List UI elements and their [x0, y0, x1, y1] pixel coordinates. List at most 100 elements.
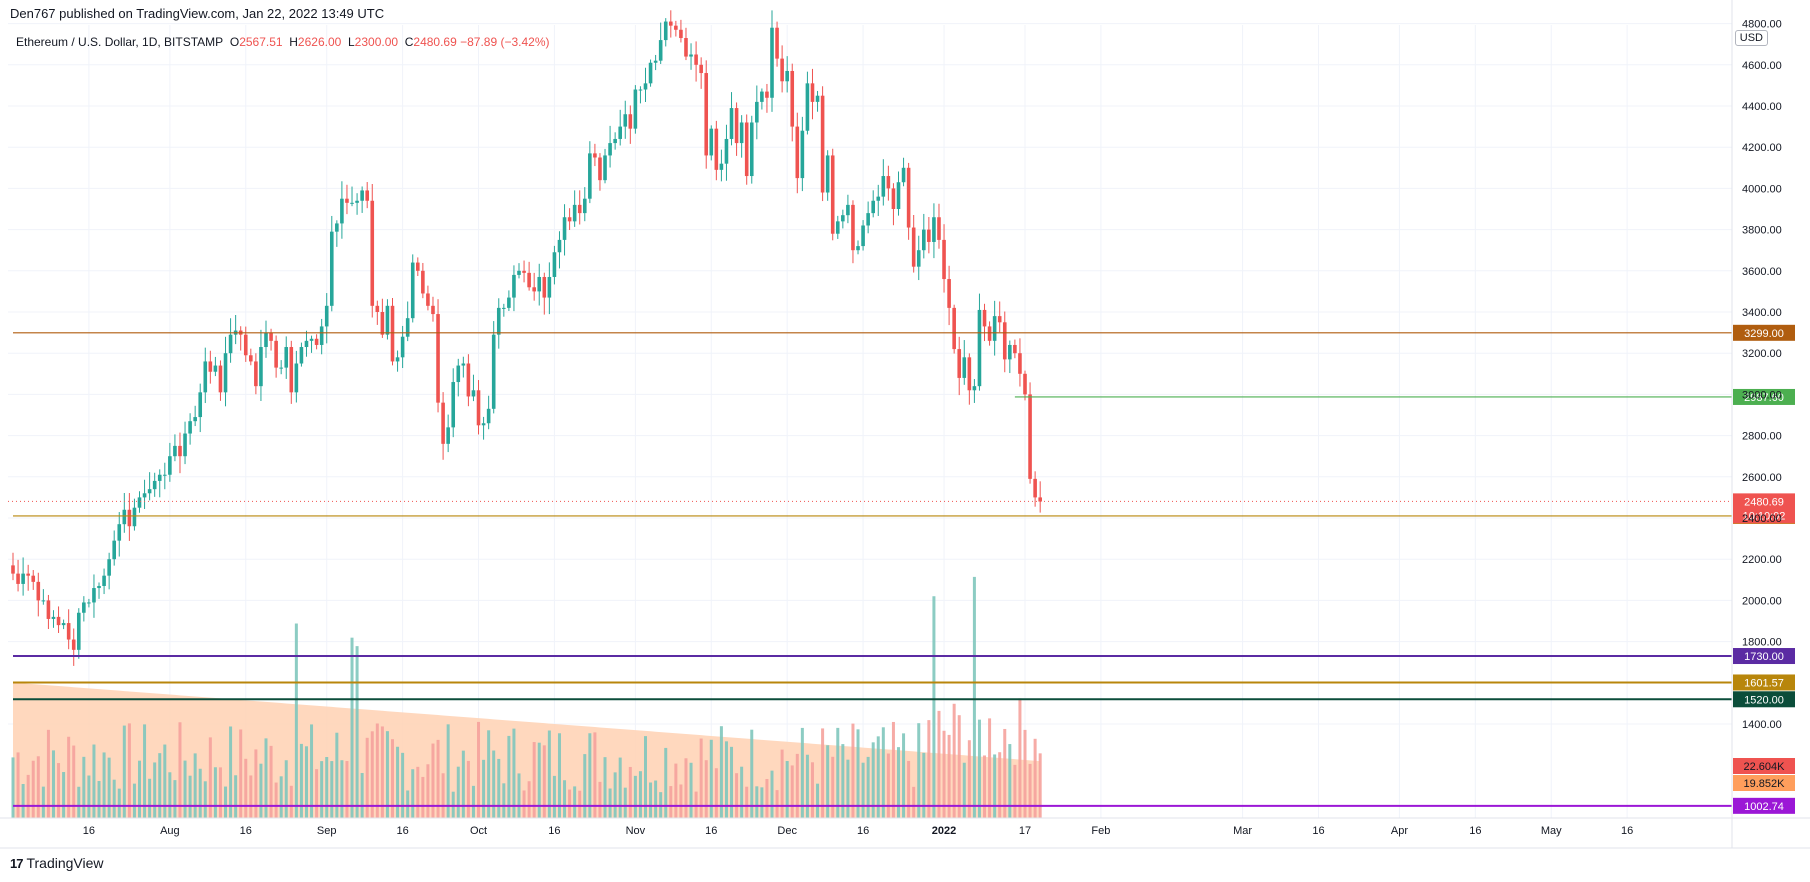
candle-body: [496, 307, 501, 335]
resistance-3299-label: 3299.00: [1744, 328, 1784, 340]
volume-bar: [578, 790, 582, 818]
candle-body: [198, 392, 203, 418]
candle-body: [112, 540, 116, 560]
volume-bar: [264, 738, 268, 818]
volume-bar: [613, 772, 617, 818]
volume-bar: [310, 724, 314, 818]
volume-bar: [760, 787, 764, 818]
candle-body: [400, 336, 405, 358]
volume-bar: [51, 750, 55, 818]
candle-body: [846, 204, 850, 216]
candle-body: [952, 307, 956, 350]
candle-body: [410, 262, 415, 319]
volume-bar: [644, 736, 647, 818]
volume-bar: [876, 736, 880, 818]
candle-body: [724, 138, 729, 164]
volume-badge-current-label: 22.604K: [1744, 761, 1786, 773]
countdown-label: 10:10:02: [1743, 510, 1786, 522]
candle-body: [628, 114, 633, 129]
volume-bar: [750, 729, 754, 818]
candle-body: [744, 122, 749, 177]
y-tick-label: 3200.00: [1742, 348, 1782, 360]
volume-bar: [800, 727, 804, 818]
candle-body: [208, 361, 213, 372]
volume-bar: [628, 766, 632, 818]
volume-bar: [87, 775, 91, 818]
volume-bar: [795, 753, 799, 818]
currency-badge[interactable]: USD: [1734, 30, 1768, 46]
time-axis[interactable]: 16 Aug 16 Sep 16 Oct 16 Nov 16 Dec 16 2022 17 Feb Mar 1…: [0, 817, 1810, 849]
candle-body: [390, 305, 395, 362]
candle-body: [127, 509, 132, 527]
volume-bar: [780, 749, 784, 818]
volume-bar: [482, 759, 486, 818]
candle-body: [653, 60, 658, 63]
volume-bar: [416, 766, 420, 818]
volume-bar: [421, 776, 425, 818]
candle-body: [977, 309, 982, 387]
volume-bar: [82, 756, 86, 818]
candle-body: [461, 363, 466, 366]
volume-bar: [552, 775, 556, 818]
volume-bar: [745, 786, 749, 818]
candle-body: [598, 157, 602, 181]
candle-body: [886, 176, 891, 189]
candle-body: [871, 200, 875, 214]
candle-body: [486, 408, 491, 424]
candle-body: [684, 38, 688, 57]
candle-body: [142, 493, 147, 498]
volume-bar: [360, 773, 364, 818]
candle-body: [82, 602, 86, 613]
volume-bar: [330, 761, 334, 818]
candle-body: [992, 316, 997, 341]
volume-bar: [886, 753, 890, 818]
y-tick-label: 4600.00: [1742, 60, 1782, 72]
volume-bar: [547, 730, 551, 818]
candle-body: [193, 417, 197, 422]
level-1002-label: 1002.74: [1744, 801, 1784, 813]
candle-body: [957, 349, 962, 378]
volume-bar: [57, 763, 61, 818]
volume-bar: [138, 760, 141, 818]
candle-body: [547, 276, 552, 298]
candle-body: [299, 347, 304, 364]
candle-body: [279, 367, 283, 369]
tradingview-brand[interactable]: 17 TradingView: [10, 855, 104, 871]
horizontal-levels: 3299.002987.602410.001730.001601.571520.…: [8, 324, 1795, 814]
volume-bar: [962, 762, 966, 818]
volume-bar: [122, 725, 126, 818]
candle-body: [942, 239, 946, 280]
volume-bar: [527, 781, 531, 818]
candle-body: [512, 274, 516, 298]
volume-bar: [426, 764, 430, 818]
candle-body: [76, 612, 81, 650]
candle-body: [1002, 322, 1007, 360]
volume-bar: [375, 723, 379, 818]
candle-body: [1038, 497, 1042, 502]
published-info: Den767 published on TradingView.com, Jan…: [10, 6, 385, 21]
volume-bar: [846, 759, 850, 818]
support-2987-badge: [1733, 388, 1795, 405]
y-tick-label: 4400.00: [1742, 101, 1782, 113]
symbol-title[interactable]: Ethereum / U.S. Dollar, 1D, BITSTAMP: [16, 35, 224, 49]
volume-bar: [234, 775, 238, 818]
candle-body: [26, 573, 30, 576]
volume-bar: [441, 773, 445, 818]
volume-bar: [1033, 738, 1037, 818]
volume-bar: [401, 752, 405, 818]
candle-body: [932, 217, 936, 242]
candle-body: [87, 602, 91, 604]
level-1002-badge: [1733, 797, 1795, 814]
y-tick-label: 2600.00: [1742, 472, 1782, 484]
y-tick-label: 1800.00: [1742, 637, 1782, 649]
price-axis[interactable]: 1400.00 1800.00 2000.00 2200.00 2400.00 2600.…: [1731, 0, 1782, 848]
candle-body: [385, 305, 390, 335]
candle-body: [107, 559, 111, 576]
volume-bar: [942, 730, 946, 818]
volume-bar: [492, 750, 496, 818]
volume-bar: [638, 771, 642, 818]
candle-body: [294, 363, 299, 393]
candle-body: [527, 272, 531, 288]
volume-bar: [406, 790, 410, 818]
